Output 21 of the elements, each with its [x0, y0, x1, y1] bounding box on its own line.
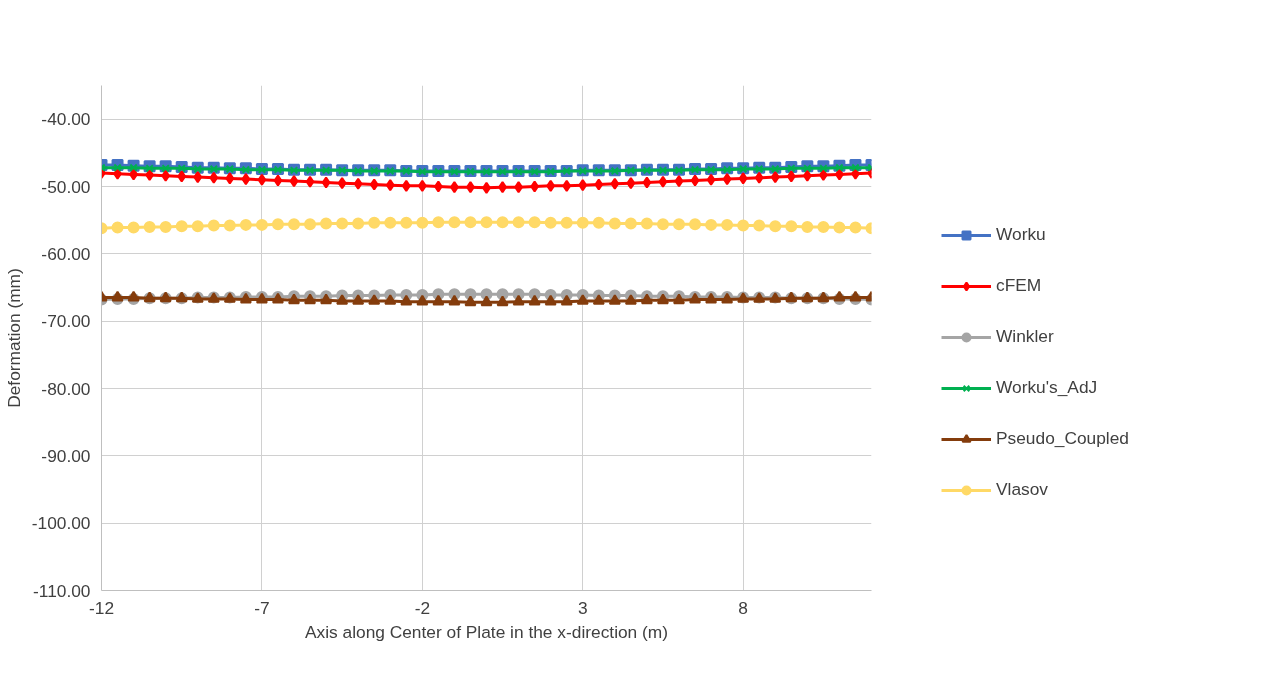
legend-label: Worku's_AdJ — [996, 377, 1098, 398]
legend-label: Worku — [996, 224, 1046, 245]
y-tick-label: -40.00 — [41, 109, 91, 130]
y-tick-label: -80.00 — [41, 378, 91, 399]
legend-label: cFEM — [996, 275, 1042, 296]
y-tick-label: -110.00 — [33, 580, 91, 601]
legend-label: Pseudo_Coupled — [996, 428, 1129, 449]
x-tick-label: -2 — [414, 597, 431, 618]
y-axis-title: Deformation (mm) — [3, 268, 24, 408]
y-tick-label: -50.00 — [41, 176, 91, 197]
x-tick-label: 8 — [738, 597, 748, 618]
y-tick-label: -100.00 — [31, 513, 91, 534]
x-tick-label: -12 — [88, 597, 115, 618]
x-tick-label: -7 — [254, 597, 270, 618]
y-tick-label: -90.00 — [41, 445, 91, 466]
y-tick-label: -70.00 — [41, 311, 91, 332]
legend-label: Winkler — [996, 326, 1054, 347]
legend-label: Vlasov — [996, 479, 1049, 500]
x-axis-title: Axis along Center of Plate in the x-direction (m) — [304, 621, 669, 642]
x-tick-label: 3 — [577, 597, 588, 618]
y-tick-label: -60.00 — [41, 243, 91, 264]
